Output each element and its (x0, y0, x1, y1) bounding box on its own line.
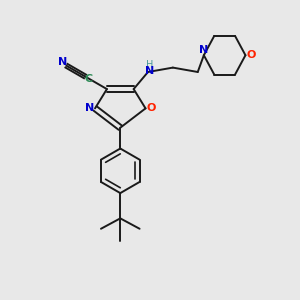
Text: O: O (146, 103, 156, 113)
Text: H: H (146, 61, 153, 70)
Text: C: C (85, 74, 93, 83)
Text: N: N (145, 65, 154, 76)
Text: N: N (85, 103, 94, 113)
Text: N: N (58, 57, 68, 67)
Text: N: N (199, 46, 208, 56)
Text: O: O (246, 50, 256, 60)
